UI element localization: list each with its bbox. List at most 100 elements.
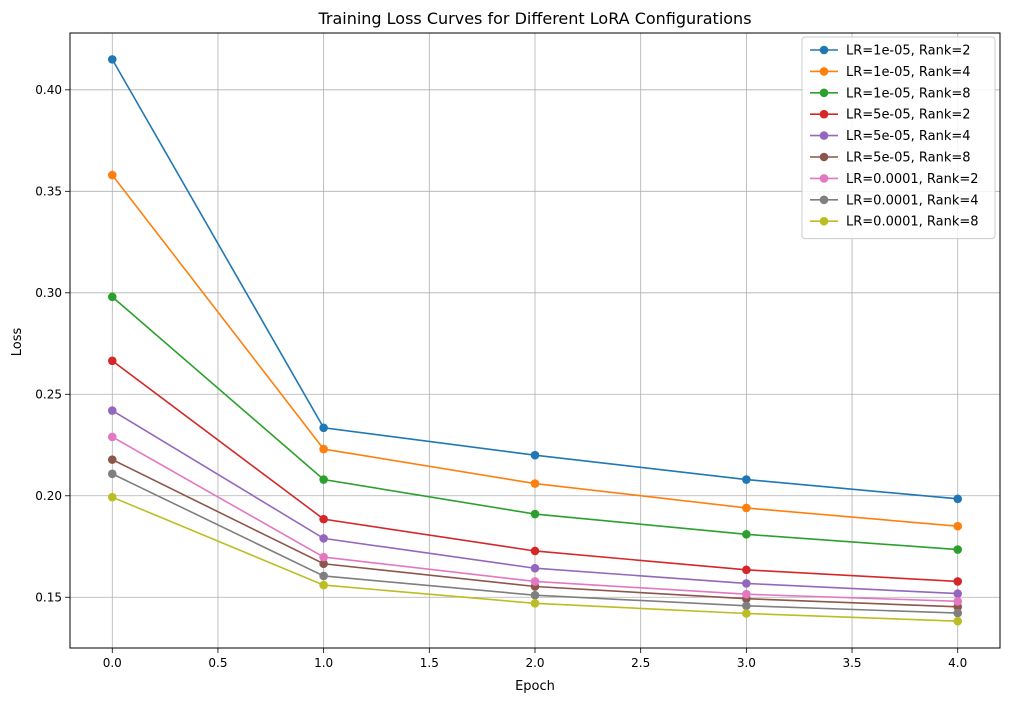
y-axis-ticks: 0.15 0.20 0.25 0.30 0.35 0.40	[35, 83, 70, 604]
series-8	[107, 469, 963, 618]
data-point	[953, 597, 963, 606]
y-tick-label: 0.15	[35, 590, 62, 604]
data-point	[530, 546, 540, 556]
legend-entry: LR=1e-05, Rank=8	[810, 86, 971, 101]
legend-label: LR=5e-05, Rank=4	[846, 129, 971, 144]
data-point	[953, 521, 963, 531]
data-point	[953, 577, 963, 586]
legend: LR=1e-05, Rank=2 LR=1e-05, Rank=4 LR=1e-05…	[801, 36, 996, 240]
data-point	[953, 608, 963, 618]
series-9	[107, 492, 963, 626]
data-point	[742, 565, 751, 575]
data-point	[530, 590, 540, 600]
legend-marker	[819, 88, 829, 98]
x-tick-label: 4.0	[948, 656, 967, 670]
data-point	[107, 469, 117, 479]
data-point	[530, 599, 540, 608]
legend-entry: LR=0.0001, Rank=4	[810, 193, 979, 208]
data-point	[319, 534, 328, 543]
data-point	[319, 475, 328, 484]
data-point	[742, 503, 751, 513]
legend-label: LR=5e-05, Rank=2	[846, 108, 971, 123]
legend-marker	[819, 109, 829, 119]
x-tick-label: 1.5	[420, 656, 439, 670]
data-point	[319, 559, 328, 569]
data-point	[319, 552, 328, 562]
data-point	[107, 406, 117, 415]
legend-entry: LR=0.0001, Rank=8	[810, 215, 979, 230]
data-point	[530, 509, 540, 519]
data-point	[107, 356, 117, 366]
data-point	[107, 292, 117, 302]
legend-label: LR=5e-05, Rank=8	[846, 151, 971, 166]
legend-label: LR=1e-05, Rank=8	[846, 86, 971, 101]
x-axis-ticks: 0.0 0.5 1.0 1.5 2.0 2.5 3.0 3.5 4.0	[103, 648, 967, 670]
legend-marker	[819, 152, 829, 162]
legend-entry: LR=5e-05, Rank=4	[810, 129, 971, 144]
data-point	[319, 444, 328, 454]
legend-label: LR=1e-05, Rank=4	[846, 65, 971, 80]
y-tick-label: 0.35	[35, 184, 62, 198]
y-tick-label: 0.25	[35, 387, 62, 401]
legend-entry: LR=1e-05, Rank=4	[810, 65, 971, 80]
data-point	[319, 571, 328, 581]
legend-marker	[819, 174, 829, 183]
x-tick-label: 2.5	[631, 656, 650, 670]
data-point	[319, 580, 328, 590]
series-3	[107, 292, 963, 554]
data-point	[107, 55, 117, 64]
series-1	[107, 55, 963, 504]
data-point	[530, 479, 540, 488]
data-point	[953, 545, 963, 554]
legend-label: LR=1e-05, Rank=2	[846, 44, 971, 59]
legend-box	[801, 36, 996, 240]
data-point	[953, 494, 963, 504]
data-point	[107, 432, 117, 442]
data-point	[742, 609, 751, 618]
series-layer	[107, 55, 963, 626]
legend-entry: LR=5e-05, Rank=8	[810, 151, 971, 166]
legend-entry: LR=5e-05, Rank=2	[810, 108, 971, 123]
y-tick-label: 0.30	[35, 286, 62, 300]
data-point	[107, 492, 117, 502]
legend-entry: LR=0.0001, Rank=2	[810, 172, 979, 187]
y-tick-label: 0.40	[35, 83, 62, 97]
x-tick-label: 3.5	[842, 656, 861, 670]
legend-entry: LR=1e-05, Rank=2	[810, 44, 971, 59]
y-tick-label: 0.20	[35, 489, 62, 503]
data-point	[742, 579, 751, 588]
series-7	[107, 432, 963, 606]
y-axis-label: Loss	[10, 328, 25, 357]
data-point	[107, 170, 117, 180]
x-tick-label: 2.0	[525, 656, 544, 670]
data-point	[530, 563, 540, 573]
x-tick-label: 3.0	[737, 656, 756, 670]
series-4	[107, 356, 963, 586]
legend-label: LR=0.0001, Rank=8	[846, 215, 979, 230]
chart-title: Training Loss Curves for Different LoRA …	[317, 9, 751, 28]
legend-marker	[819, 195, 829, 205]
series-2	[107, 170, 963, 531]
data-point	[107, 455, 117, 464]
data-point	[742, 475, 751, 484]
x-tick-label: 0.5	[208, 656, 227, 670]
series-5	[107, 406, 963, 598]
legend-marker	[819, 45, 829, 55]
data-point	[742, 601, 751, 611]
data-point	[953, 616, 963, 626]
data-point	[319, 514, 328, 524]
data-point	[742, 589, 751, 599]
x-tick-label: 0.0	[103, 656, 122, 670]
x-tick-label: 1.0	[314, 656, 333, 670]
legend-marker	[819, 67, 829, 76]
data-point	[530, 577, 540, 586]
x-axis-label: Epoch	[515, 679, 555, 694]
legend-marker	[819, 131, 829, 140]
data-point	[319, 423, 328, 433]
legend-marker	[819, 216, 829, 226]
data-point	[953, 589, 963, 598]
data-point	[742, 530, 751, 539]
legend-label: LR=0.0001, Rank=2	[846, 172, 979, 187]
legend-label: LR=0.0001, Rank=4	[846, 193, 979, 208]
